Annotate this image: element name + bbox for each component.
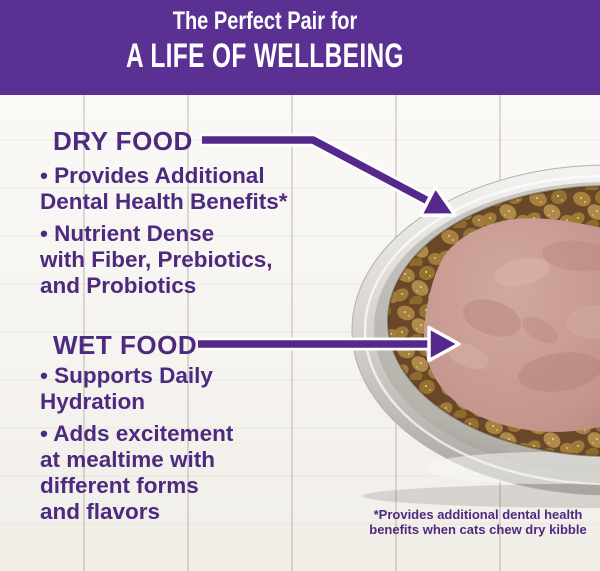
bullet-line: at mealtime with (40, 447, 216, 472)
header-title: A LIFE OF WELLBEING (126, 37, 404, 75)
wet-food-mound (423, 218, 600, 432)
header-text-block: The Perfect Pair for A LIFE OF WELLBEING (0, 0, 530, 76)
footnote-line: benefits when cats chew dry kibble (369, 522, 587, 537)
dry-food-bullet-dental: • Provides Additional Dental Health Bene… (40, 163, 288, 215)
bullet-line: with Fiber, Prebiotics, (40, 247, 273, 272)
header-subtitle: The Perfect Pair for (172, 7, 358, 35)
bullet-line: Hydration (40, 389, 146, 414)
wet-food-heading: WET FOOD (53, 330, 198, 360)
bullet-line: different forms (40, 473, 199, 498)
wet-food-arrow (198, 325, 461, 363)
bullet-line: • Provides Additional (40, 163, 265, 188)
header-banner: The Perfect Pair for A LIFE OF WELLBEING (0, 0, 600, 95)
dry-food-heading: DRY FOOD (53, 126, 193, 156)
bullet-line: • Supports Daily (40, 363, 213, 388)
dry-food-arrowhead (418, 185, 457, 217)
dry-food-bullet-nutrient: • Nutrient Dense with Fiber, Prebiotics,… (40, 221, 273, 299)
footnote: *Provides additional dental health benef… (350, 507, 600, 537)
footnote-line: *Provides additional dental health (373, 507, 583, 522)
wet-food-arrowhead (427, 325, 461, 363)
wet-food-bullet-excitement: • Adds excitement at mealtime with diffe… (40, 421, 233, 525)
bowl-shadow (363, 484, 600, 508)
bullet-line: and Probiotics (40, 273, 197, 298)
bullet-line: • Adds excitement (40, 421, 234, 446)
bullet-line: • Nutrient Dense (40, 221, 215, 246)
bullet-line: Dental Health Benefits* (40, 189, 288, 214)
bowl-inner-wall (374, 182, 600, 474)
bowl-outer-rim (351, 164, 600, 496)
bullet-line: and flavors (40, 499, 161, 524)
dry-kibble (387, 185, 600, 457)
wet-food-bullet-hydration: • Supports Daily Hydration (40, 363, 213, 415)
